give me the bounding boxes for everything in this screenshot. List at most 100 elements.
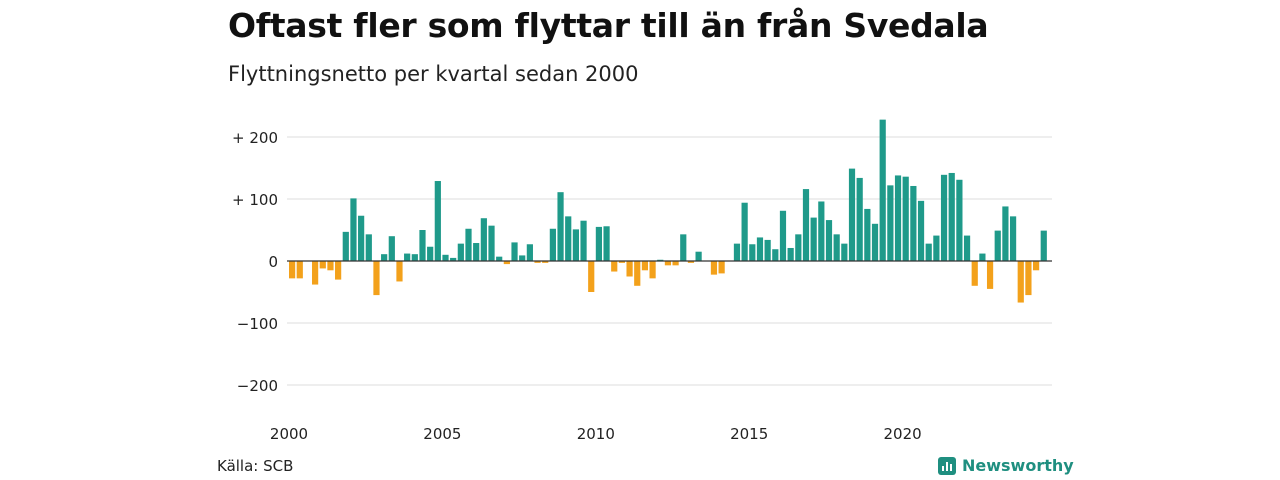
bar: [335, 261, 342, 280]
bar: [657, 259, 664, 261]
bar: [902, 176, 909, 261]
bar: [404, 253, 411, 261]
bar: [994, 230, 1001, 261]
bar: [580, 220, 587, 261]
bar: [871, 223, 879, 261]
bar: [319, 261, 326, 269]
bar: [887, 185, 894, 261]
bar: [963, 235, 971, 261]
bar: [741, 202, 748, 261]
bar: [327, 261, 334, 271]
newsworthy-logo: Newsworthy: [938, 456, 1074, 475]
bar: [480, 218, 487, 261]
bar: [526, 244, 533, 261]
bar: [419, 230, 426, 261]
bar: [910, 185, 917, 261]
bar: [396, 261, 403, 282]
bar: [687, 261, 695, 263]
bar: [879, 119, 886, 261]
y-tick-label: −100: [237, 315, 278, 333]
bar: [388, 236, 395, 261]
bar: [542, 261, 549, 263]
bar: [588, 261, 595, 292]
bar: [779, 210, 787, 261]
bar: [473, 243, 480, 261]
bar: [595, 226, 602, 261]
x-tick-label: 2005: [423, 425, 461, 443]
bar: [795, 234, 802, 261]
bar: [296, 261, 303, 279]
bar: [649, 261, 656, 279]
x-tick-label: 2015: [730, 425, 768, 443]
bar: [1025, 261, 1032, 296]
y-tick-label: −200: [237, 377, 278, 395]
bar: [841, 243, 848, 261]
bar: [818, 201, 825, 261]
bar: [1002, 206, 1009, 261]
bar: [940, 174, 948, 261]
newsworthy-logo-text: Newsworthy: [962, 456, 1074, 475]
bar: [611, 261, 618, 272]
chart-subtitle: Flyttningsnetto per kvartal sedan 2000: [228, 62, 639, 86]
bar: [856, 177, 863, 261]
bar: [350, 198, 357, 261]
bar: [925, 243, 932, 261]
bar: [971, 261, 978, 286]
bar: [365, 234, 372, 261]
bar: [749, 244, 756, 261]
bar: [810, 217, 817, 261]
bar: [565, 216, 572, 261]
bar: [848, 168, 856, 261]
bar: [373, 261, 380, 296]
bar: [641, 261, 649, 271]
bar: [549, 228, 556, 261]
source-label: Källa: SCB: [217, 457, 294, 475]
bar: [764, 239, 771, 261]
bar: [718, 261, 725, 274]
bar: [948, 172, 955, 261]
bar: [986, 261, 994, 289]
bar: [450, 257, 457, 261]
bar: [411, 254, 418, 261]
bar: [465, 228, 472, 261]
x-tick-label: 2020: [884, 425, 922, 443]
bar: [672, 261, 679, 266]
bar: [1032, 261, 1040, 271]
bar: [680, 234, 687, 261]
newsworthy-logo-icon: [938, 456, 956, 475]
bar: [695, 251, 702, 261]
bar: [833, 234, 840, 261]
bar: [1040, 230, 1047, 261]
bar: [427, 246, 434, 261]
bar: [488, 225, 495, 261]
bar: [787, 247, 794, 261]
bar: [503, 261, 510, 265]
bar: [289, 261, 296, 279]
bar: [434, 181, 441, 261]
bar: [1009, 216, 1017, 261]
bar: [442, 254, 449, 261]
bar: [864, 208, 871, 261]
bar: [519, 255, 526, 261]
bar: [710, 261, 718, 275]
bar: [756, 237, 764, 261]
y-tick-label: + 100: [232, 191, 278, 209]
chart-title: Oftast fler som flyttar till än från Sve…: [228, 6, 989, 45]
bar: [457, 243, 464, 261]
bar: [772, 249, 779, 261]
bar: [572, 229, 579, 261]
bar: [626, 261, 633, 277]
bar: [1017, 261, 1024, 303]
y-tick-label: 0: [268, 253, 278, 271]
bar: [894, 175, 902, 261]
bar: [603, 226, 610, 261]
bar: [511, 242, 518, 261]
bar: [618, 261, 626, 263]
bar: [733, 243, 741, 261]
bar: [342, 231, 349, 261]
bar: [802, 189, 810, 261]
bar: [825, 220, 833, 261]
bar: [381, 254, 388, 261]
x-tick-label: 2010: [577, 425, 615, 443]
